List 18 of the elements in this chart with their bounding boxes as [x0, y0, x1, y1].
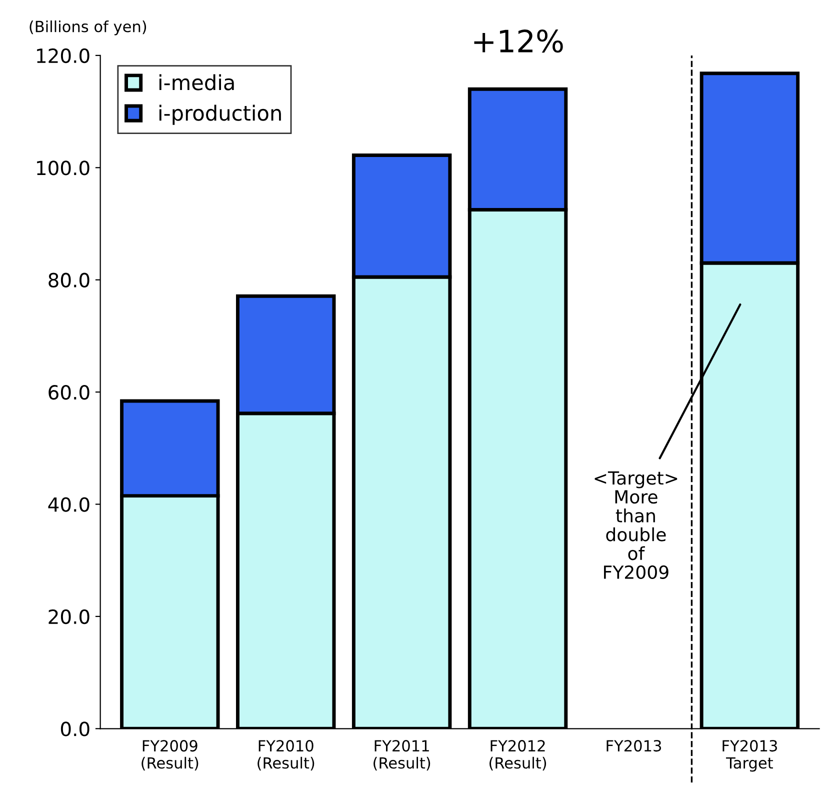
- x-tick-label: FY2010 (Result): [258, 740, 314, 770]
- x-tick-label: FY2013: [606, 740, 662, 752]
- y-tick-label: 100.0: [37, 160, 90, 176]
- y-tick-label: 120.0: [37, 48, 90, 64]
- x-tick-label: FY2009 (Result): [142, 740, 198, 770]
- y-tick-label: 60.0: [48, 384, 90, 400]
- legend-label: i-media: [159, 74, 234, 90]
- y-tick-label: 20.0: [48, 609, 90, 624]
- y-tick-label: 80.0: [48, 272, 90, 288]
- y-tick-label: 40.0: [48, 497, 90, 512]
- y-axis-title: (Billions of yen): [30, 20, 146, 36]
- x-tick-label: FY2011 (Result): [374, 740, 430, 770]
- y-tick-label: 0.0: [60, 722, 90, 736]
- legend-label: i-production: [159, 104, 281, 125]
- annotation: +12%: [474, 30, 563, 53]
- x-tick-label: FY2012 (Result): [490, 740, 546, 770]
- annotation: <Target> More than double of FY2009: [594, 471, 678, 580]
- x-tick-label: FY2013 Target: [722, 740, 777, 772]
